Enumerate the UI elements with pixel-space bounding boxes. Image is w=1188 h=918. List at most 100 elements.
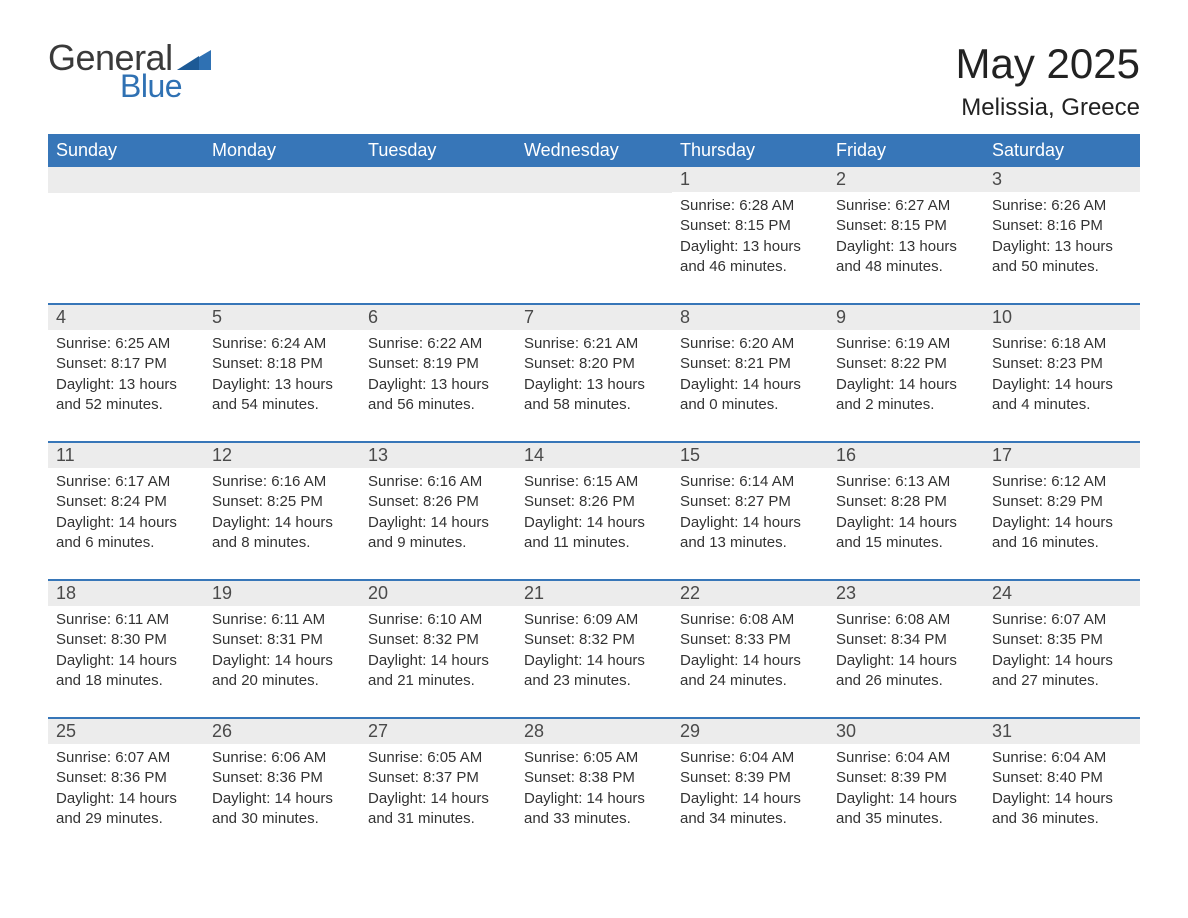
day-body: Sunrise: 6:13 AMSunset: 8:28 PMDaylight:…	[828, 468, 984, 561]
day-number: 9	[828, 305, 984, 330]
daylight2-line: and 20 minutes.	[212, 671, 352, 691]
daylight1-line: Daylight: 14 hours	[992, 789, 1132, 809]
day-body: Sunrise: 6:18 AMSunset: 8:23 PMDaylight:…	[984, 330, 1140, 423]
month-title: May 2025	[956, 40, 1140, 88]
day-body: Sunrise: 6:11 AMSunset: 8:30 PMDaylight:…	[48, 606, 204, 699]
daylight2-line: and 34 minutes.	[680, 809, 820, 829]
sunset-line: Sunset: 8:16 PM	[992, 216, 1132, 236]
sunrise-line: Sunrise: 6:16 AM	[212, 472, 352, 492]
day-body: Sunrise: 6:08 AMSunset: 8:33 PMDaylight:…	[672, 606, 828, 699]
daylight1-line: Daylight: 14 hours	[524, 651, 664, 671]
sunset-line: Sunset: 8:15 PM	[836, 216, 976, 236]
sunset-line: Sunset: 8:32 PM	[524, 630, 664, 650]
day-body: Sunrise: 6:26 AMSunset: 8:16 PMDaylight:…	[984, 192, 1140, 285]
sunset-line: Sunset: 8:37 PM	[368, 768, 508, 788]
day-number: 31	[984, 719, 1140, 744]
day-cell: 29Sunrise: 6:04 AMSunset: 8:39 PMDayligh…	[672, 719, 828, 839]
day-body: Sunrise: 6:19 AMSunset: 8:22 PMDaylight:…	[828, 330, 984, 423]
weekday-header: Thursday	[672, 134, 828, 167]
daylight1-line: Daylight: 14 hours	[524, 513, 664, 533]
day-cell: 10Sunrise: 6:18 AMSunset: 8:23 PMDayligh…	[984, 305, 1140, 425]
day-cell: 3Sunrise: 6:26 AMSunset: 8:16 PMDaylight…	[984, 167, 1140, 287]
sunrise-line: Sunrise: 6:07 AM	[56, 748, 196, 768]
day-number	[516, 167, 672, 193]
daylight2-line: and 16 minutes.	[992, 533, 1132, 553]
weekday-header-row: SundayMondayTuesdayWednesdayThursdayFrid…	[48, 134, 1140, 167]
sunrise-line: Sunrise: 6:08 AM	[680, 610, 820, 630]
daylight1-line: Daylight: 14 hours	[680, 375, 820, 395]
daylight2-line: and 50 minutes.	[992, 257, 1132, 277]
daylight2-line: and 33 minutes.	[524, 809, 664, 829]
day-number: 6	[360, 305, 516, 330]
sunrise-line: Sunrise: 6:04 AM	[992, 748, 1132, 768]
daylight1-line: Daylight: 14 hours	[836, 789, 976, 809]
sunrise-line: Sunrise: 6:18 AM	[992, 334, 1132, 354]
sunrise-line: Sunrise: 6:22 AM	[368, 334, 508, 354]
daylight2-line: and 35 minutes.	[836, 809, 976, 829]
sunrise-line: Sunrise: 6:11 AM	[212, 610, 352, 630]
daylight1-line: Daylight: 13 hours	[992, 237, 1132, 257]
daylight1-line: Daylight: 14 hours	[368, 513, 508, 533]
sunset-line: Sunset: 8:31 PM	[212, 630, 352, 650]
triangle-icon	[177, 46, 211, 70]
day-cell: 25Sunrise: 6:07 AMSunset: 8:36 PMDayligh…	[48, 719, 204, 839]
day-number: 21	[516, 581, 672, 606]
daylight2-line: and 27 minutes.	[992, 671, 1132, 691]
sunset-line: Sunset: 8:39 PM	[680, 768, 820, 788]
weekday-header: Friday	[828, 134, 984, 167]
daylight2-line: and 8 minutes.	[212, 533, 352, 553]
daylight2-line: and 24 minutes.	[680, 671, 820, 691]
daylight2-line: and 18 minutes.	[56, 671, 196, 691]
sunrise-line: Sunrise: 6:25 AM	[56, 334, 196, 354]
daylight1-line: Daylight: 14 hours	[56, 651, 196, 671]
sunset-line: Sunset: 8:17 PM	[56, 354, 196, 374]
sunrise-line: Sunrise: 6:12 AM	[992, 472, 1132, 492]
daylight1-line: Daylight: 14 hours	[212, 789, 352, 809]
day-number: 12	[204, 443, 360, 468]
day-cell: 22Sunrise: 6:08 AMSunset: 8:33 PMDayligh…	[672, 581, 828, 701]
sunset-line: Sunset: 8:34 PM	[836, 630, 976, 650]
sunset-line: Sunset: 8:32 PM	[368, 630, 508, 650]
sunrise-line: Sunrise: 6:15 AM	[524, 472, 664, 492]
day-number: 22	[672, 581, 828, 606]
sunset-line: Sunset: 8:38 PM	[524, 768, 664, 788]
day-number: 4	[48, 305, 204, 330]
sunrise-line: Sunrise: 6:24 AM	[212, 334, 352, 354]
day-body: Sunrise: 6:04 AMSunset: 8:39 PMDaylight:…	[672, 744, 828, 837]
daylight2-line: and 0 minutes.	[680, 395, 820, 415]
sunset-line: Sunset: 8:18 PM	[212, 354, 352, 374]
daylight2-line: and 23 minutes.	[524, 671, 664, 691]
daylight1-line: Daylight: 14 hours	[368, 651, 508, 671]
daylight1-line: Daylight: 14 hours	[680, 651, 820, 671]
daylight1-line: Daylight: 14 hours	[836, 651, 976, 671]
daylight2-line: and 48 minutes.	[836, 257, 976, 277]
sunset-line: Sunset: 8:21 PM	[680, 354, 820, 374]
logo-text-blue: Blue	[120, 70, 211, 102]
day-cell: 12Sunrise: 6:16 AMSunset: 8:25 PMDayligh…	[204, 443, 360, 563]
sunset-line: Sunset: 8:36 PM	[56, 768, 196, 788]
day-number: 24	[984, 581, 1140, 606]
sunset-line: Sunset: 8:33 PM	[680, 630, 820, 650]
daylight2-line: and 46 minutes.	[680, 257, 820, 277]
daylight2-line: and 36 minutes.	[992, 809, 1132, 829]
day-cell: 24Sunrise: 6:07 AMSunset: 8:35 PMDayligh…	[984, 581, 1140, 701]
daylight2-line: and 2 minutes.	[836, 395, 976, 415]
day-body: Sunrise: 6:06 AMSunset: 8:36 PMDaylight:…	[204, 744, 360, 837]
sunrise-line: Sunrise: 6:21 AM	[524, 334, 664, 354]
day-number: 19	[204, 581, 360, 606]
day-body: Sunrise: 6:27 AMSunset: 8:15 PMDaylight:…	[828, 192, 984, 285]
sunset-line: Sunset: 8:15 PM	[680, 216, 820, 236]
day-number: 23	[828, 581, 984, 606]
day-number: 2	[828, 167, 984, 192]
sunset-line: Sunset: 8:30 PM	[56, 630, 196, 650]
sunrise-line: Sunrise: 6:05 AM	[524, 748, 664, 768]
daylight1-line: Daylight: 13 hours	[212, 375, 352, 395]
sunrise-line: Sunrise: 6:10 AM	[368, 610, 508, 630]
day-number: 27	[360, 719, 516, 744]
day-cell: 8Sunrise: 6:20 AMSunset: 8:21 PMDaylight…	[672, 305, 828, 425]
weekday-header: Monday	[204, 134, 360, 167]
day-number: 10	[984, 305, 1140, 330]
day-body: Sunrise: 6:10 AMSunset: 8:32 PMDaylight:…	[360, 606, 516, 699]
day-cell: 30Sunrise: 6:04 AMSunset: 8:39 PMDayligh…	[828, 719, 984, 839]
day-number: 11	[48, 443, 204, 468]
